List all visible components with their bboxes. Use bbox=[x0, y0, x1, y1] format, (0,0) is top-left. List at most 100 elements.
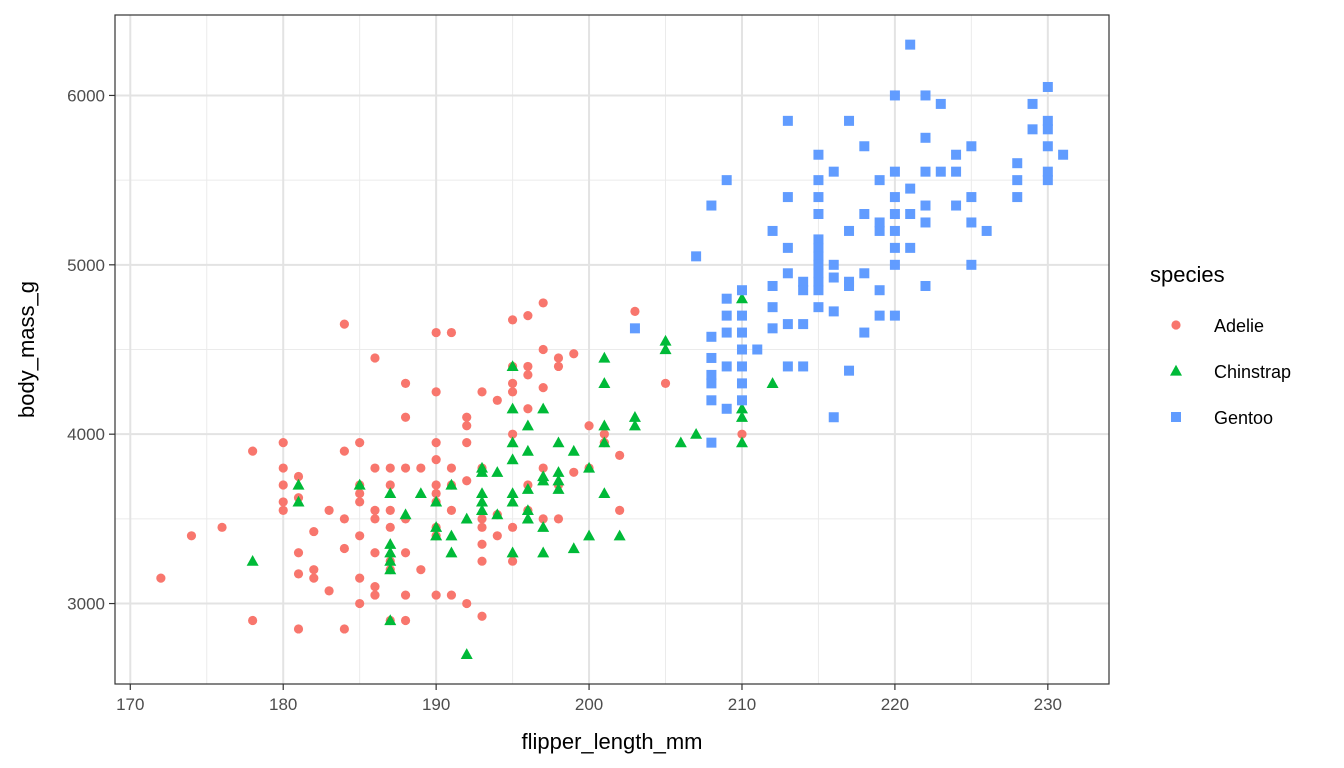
point-gentoo bbox=[782, 268, 793, 279]
point-gentoo bbox=[874, 175, 885, 186]
point-gentoo bbox=[706, 331, 717, 342]
x-tick-label: 170 bbox=[116, 695, 144, 714]
legend-item-adelie: Adelie bbox=[1171, 316, 1264, 336]
legend-item-gentoo: Gentoo bbox=[1171, 408, 1273, 428]
x-tick-label: 230 bbox=[1034, 695, 1062, 714]
point-gentoo bbox=[889, 310, 900, 321]
point-gentoo bbox=[706, 378, 717, 389]
point-gentoo bbox=[736, 378, 747, 389]
point-chinstrap bbox=[690, 427, 703, 439]
point-gentoo bbox=[889, 242, 900, 253]
point-chinstrap bbox=[476, 487, 489, 499]
point-adelie bbox=[370, 590, 380, 600]
point-adelie bbox=[339, 514, 349, 524]
point-gentoo bbox=[721, 293, 732, 304]
point-adelie bbox=[462, 598, 472, 609]
point-adelie bbox=[355, 438, 365, 448]
point-adelie bbox=[431, 327, 441, 338]
point-gentoo bbox=[920, 217, 931, 228]
point-chinstrap bbox=[537, 521, 550, 532]
point-gentoo bbox=[874, 217, 885, 228]
point-gentoo bbox=[798, 276, 809, 287]
point-adelie bbox=[507, 378, 518, 388]
point-adelie bbox=[370, 505, 380, 515]
point-chinstrap bbox=[506, 495, 519, 507]
point-gentoo bbox=[752, 344, 763, 355]
point-chinstrap bbox=[735, 292, 748, 304]
x-tick-label: 190 bbox=[422, 695, 450, 714]
point-chinstrap bbox=[384, 546, 397, 558]
y-tick-label: 4000 bbox=[67, 425, 105, 444]
point-gentoo bbox=[798, 285, 809, 296]
legend: species Adelie Chinstrap Gentoo bbox=[1150, 262, 1291, 428]
point-gentoo bbox=[706, 437, 717, 448]
legend-key-adelie bbox=[1171, 320, 1181, 330]
point-adelie bbox=[446, 327, 457, 338]
point-gentoo bbox=[889, 90, 900, 101]
point-adelie bbox=[507, 556, 518, 566]
y-tick-label: 6000 bbox=[67, 86, 105, 105]
minor-gridlines bbox=[115, 15, 1109, 684]
point-gentoo bbox=[951, 149, 962, 160]
point-adelie bbox=[385, 505, 395, 515]
point-gentoo bbox=[813, 209, 824, 220]
point-adelie bbox=[248, 615, 258, 626]
point-chinstrap bbox=[430, 495, 443, 507]
point-gentoo bbox=[828, 306, 839, 317]
point-adelie bbox=[492, 395, 502, 405]
point-adelie bbox=[186, 531, 197, 541]
point-chinstrap bbox=[506, 360, 519, 372]
legend-title: species bbox=[1150, 262, 1225, 287]
point-adelie bbox=[309, 526, 319, 537]
point-gentoo bbox=[920, 200, 931, 211]
point-gentoo bbox=[706, 352, 717, 363]
point-gentoo bbox=[1042, 166, 1053, 177]
point-adelie bbox=[278, 497, 288, 507]
point-gentoo bbox=[951, 166, 962, 177]
point-gentoo bbox=[721, 361, 732, 372]
point-chinstrap bbox=[476, 495, 489, 507]
point-chinstrap bbox=[506, 402, 519, 414]
point-adelie bbox=[737, 429, 747, 439]
point-adelie bbox=[400, 615, 411, 626]
point-gentoo bbox=[920, 280, 931, 291]
point-chinstrap bbox=[491, 508, 504, 520]
point-adelie bbox=[400, 463, 411, 473]
point-chinstrap bbox=[537, 546, 550, 558]
point-gentoo bbox=[1027, 98, 1038, 109]
x-tick-label: 200 bbox=[575, 695, 603, 714]
point-gentoo bbox=[844, 225, 855, 236]
point-adelie bbox=[355, 497, 365, 507]
point-chinstrap bbox=[476, 504, 489, 515]
point-adelie bbox=[370, 582, 380, 592]
point-adelie bbox=[538, 514, 548, 524]
point-gentoo bbox=[889, 259, 900, 270]
point-gentoo bbox=[951, 200, 962, 211]
point-adelie bbox=[385, 480, 395, 490]
point-chinstrap bbox=[521, 483, 534, 494]
point-adelie bbox=[385, 522, 395, 532]
point-adelie bbox=[370, 353, 380, 363]
point-chinstrap bbox=[598, 351, 611, 363]
point-gentoo bbox=[1042, 175, 1053, 186]
point-gentoo bbox=[767, 280, 778, 291]
legend-label: Chinstrap bbox=[1214, 362, 1291, 382]
point-adelie bbox=[431, 590, 441, 600]
point-adelie bbox=[615, 505, 625, 515]
point-gentoo bbox=[813, 268, 824, 279]
legend-key-chinstrap bbox=[1170, 364, 1182, 376]
point-gentoo bbox=[859, 268, 870, 279]
point-gentoo bbox=[782, 192, 793, 203]
point-chinstrap bbox=[399, 508, 412, 520]
x-axis-title: flipper_length_mm bbox=[522, 729, 703, 754]
point-adelie bbox=[431, 387, 441, 397]
point-adelie bbox=[553, 361, 564, 372]
point-adelie bbox=[553, 514, 564, 524]
point-chinstrap bbox=[552, 436, 565, 448]
point-gentoo bbox=[798, 361, 809, 372]
point-gentoo bbox=[1042, 124, 1053, 135]
legend-key-gentoo bbox=[1171, 412, 1181, 422]
point-gentoo bbox=[782, 242, 793, 253]
point-gentoo bbox=[1012, 175, 1023, 186]
point-gentoo bbox=[889, 166, 900, 177]
